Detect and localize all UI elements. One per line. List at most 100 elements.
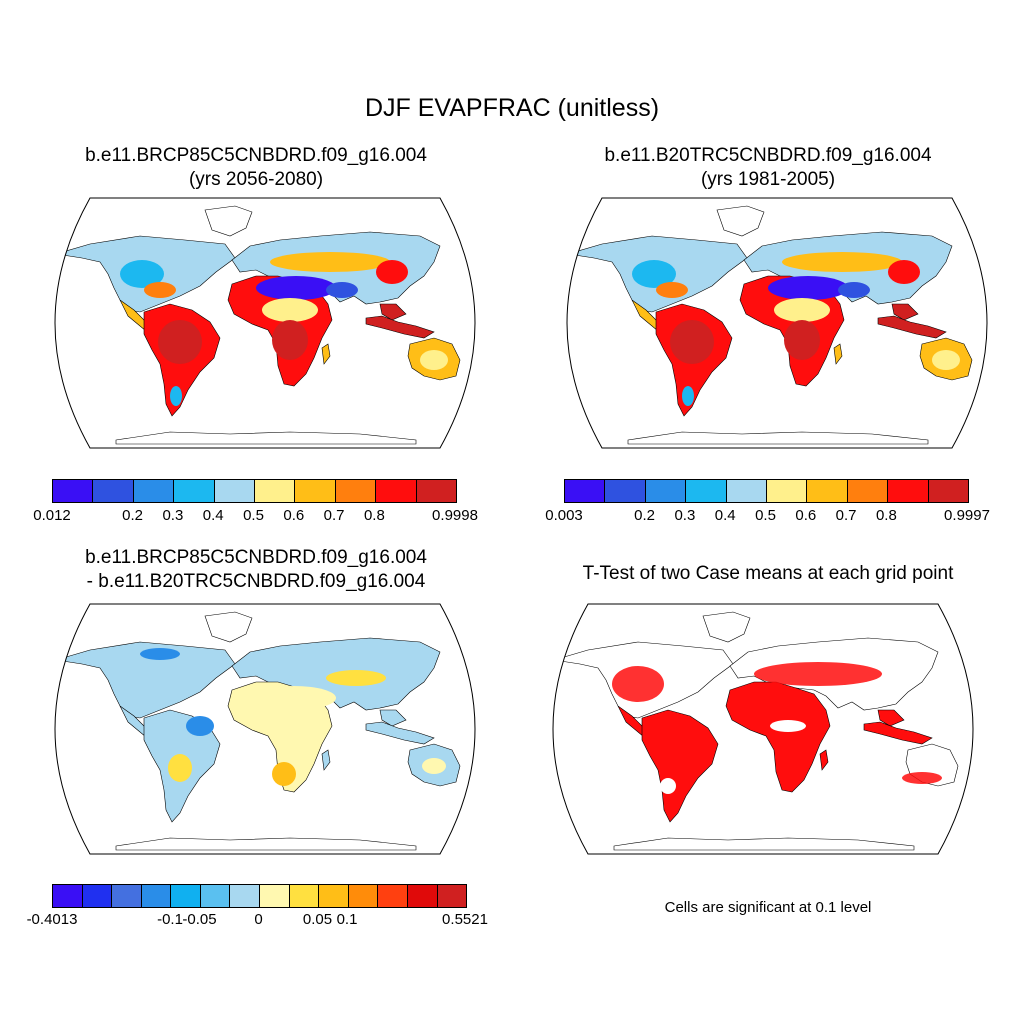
colorbar-swatch bbox=[407, 885, 438, 907]
colorbar-tick-label: 0.3 bbox=[162, 507, 184, 524]
panel-title-line1: b.e11.BRCP85C5CNBDRD.f09_g16.004 bbox=[85, 547, 427, 568]
continent-madagascar bbox=[321, 343, 331, 365]
panel-title-line2: (yrs 2056-2080) bbox=[188, 169, 324, 190]
colorbar-swatch bbox=[726, 480, 768, 502]
region-arabia bbox=[838, 282, 870, 298]
region-southeast-us bbox=[144, 282, 176, 298]
colorbar-tick-label: 0.8 bbox=[875, 507, 897, 524]
continent-northAmerica bbox=[55, 641, 236, 719]
figure-title: DJF EVAPFRAC (unitless) bbox=[364, 94, 660, 122]
colorbar-swatch bbox=[378, 885, 408, 907]
colorbar-swatch bbox=[319, 885, 349, 907]
colorbar-tick-label: 0.4 bbox=[714, 507, 736, 524]
colorbar-tick-label: 0.5 bbox=[755, 507, 776, 524]
colorbar-tick-label: 0.6 bbox=[283, 507, 305, 524]
colorbar-swatch bbox=[171, 885, 201, 907]
colorbar-swatch bbox=[174, 480, 215, 502]
colorbar-tick-label: 0.9998 bbox=[432, 507, 478, 524]
panel-title-line1: b.e11.BRCP85C5CNBDRD.f09_g16.004 bbox=[85, 145, 427, 166]
region-central-africa bbox=[272, 320, 308, 360]
continent-antarctica bbox=[115, 837, 417, 851]
region-amazon bbox=[158, 320, 202, 364]
colorbar-swatch bbox=[888, 480, 929, 502]
colorbar-swatch bbox=[335, 480, 377, 502]
region-sahara bbox=[768, 276, 848, 300]
colorbar-swatch bbox=[807, 480, 848, 502]
colorbar-swatch bbox=[686, 480, 727, 502]
panel-title-ttest: T-Test of two Case means at each grid po… bbox=[582, 563, 954, 584]
continent-sEAsia bbox=[891, 303, 919, 321]
region-central-africa bbox=[784, 320, 820, 360]
panel-title-case1: b.e11.BRCP85C5CNBDRD.f09_g16.004 (yrs 20… bbox=[0, 144, 512, 192]
continent-sEAsia bbox=[877, 709, 905, 727]
colorbar-tick-label: -0.05 bbox=[182, 911, 217, 928]
region-sahel bbox=[262, 298, 318, 322]
colorbar-tick-label: 0.2 bbox=[122, 507, 144, 524]
colorbar-tick-label: 0.1 bbox=[336, 911, 358, 928]
region-north-brazil bbox=[186, 716, 214, 736]
region-inner-australia bbox=[420, 350, 448, 370]
land-layer bbox=[55, 611, 461, 851]
colorbar-swatch bbox=[112, 885, 142, 907]
colorbar-tick-label: 0.012 bbox=[33, 507, 71, 524]
non-sig-africa bbox=[770, 720, 806, 732]
continent-indonesia bbox=[877, 315, 947, 339]
colorbar-swatch bbox=[133, 480, 175, 502]
map-difference bbox=[54, 603, 476, 855]
panel-title-line1: b.e11.B20TRC5CNBDRD.f09_g16.004 bbox=[604, 145, 932, 166]
colorbar-swatch bbox=[200, 885, 231, 907]
continent-greenland bbox=[716, 205, 765, 237]
region-central-asia bbox=[326, 670, 386, 686]
map-border bbox=[566, 197, 988, 449]
region-inner-australia bbox=[422, 758, 446, 774]
colorbar-swatch bbox=[82, 885, 113, 907]
colorbar-tick-label: 0.8 bbox=[363, 507, 385, 524]
colorbar-tick-label: -0.1 bbox=[157, 911, 183, 928]
colorbar-tick-label: 0.6 bbox=[795, 507, 817, 524]
region-north-america-interior bbox=[632, 260, 676, 288]
colorbar-tick-label: 0.7 bbox=[323, 507, 345, 524]
region-east-asia bbox=[376, 260, 408, 284]
continent-antarctica bbox=[115, 431, 417, 445]
sig-eurasia bbox=[754, 662, 882, 686]
land-layer bbox=[567, 205, 973, 445]
map-border bbox=[54, 603, 476, 855]
colorbar-swatch bbox=[847, 480, 889, 502]
map-case1 bbox=[54, 197, 476, 449]
panel-title-difference: b.e11.BRCP85C5CNBDRD.f09_g16.004 - b.e11… bbox=[0, 546, 512, 594]
colorbar-tick-label: 0.3 bbox=[674, 507, 696, 524]
colorbar-tick-label: 0.5 bbox=[243, 507, 264, 524]
colorbar-swatch bbox=[645, 480, 687, 502]
sig-north-america bbox=[612, 666, 664, 702]
colorbar-tick-label: 0.2 bbox=[634, 507, 656, 524]
colorbar-swatch bbox=[437, 885, 467, 907]
continent-indonesia bbox=[365, 315, 435, 339]
continent-southAmerica bbox=[641, 709, 719, 823]
continent-madagascar bbox=[321, 749, 331, 771]
colorbar-tick-label: 0.003 bbox=[545, 507, 583, 524]
land-layer bbox=[553, 611, 959, 851]
colorbar-swatch bbox=[928, 480, 969, 502]
continent-indonesia bbox=[863, 721, 933, 745]
colorbar-tick-label: 0.5521 bbox=[442, 911, 488, 928]
colorbar-tick-label: -0.4013 bbox=[26, 911, 78, 928]
colorbar-difference bbox=[52, 884, 467, 908]
continent-greenland bbox=[702, 611, 751, 643]
region-patagonia bbox=[682, 386, 694, 406]
continent-antarctica bbox=[613, 837, 915, 851]
colorbar-swatch bbox=[289, 885, 320, 907]
continent-madagascar bbox=[819, 749, 829, 771]
colorbar-swatch bbox=[348, 885, 379, 907]
region-sahara bbox=[252, 686, 336, 710]
colorbar-tick-label: 0.7 bbox=[835, 507, 857, 524]
significance-note: Cells are significant at 0.1 level bbox=[664, 899, 872, 916]
region-eurasia-band bbox=[782, 252, 902, 272]
continent-greenland bbox=[204, 205, 253, 237]
colorbar-swatch bbox=[767, 480, 808, 502]
colorbar-swatch bbox=[605, 480, 646, 502]
region-sahara bbox=[256, 276, 336, 300]
colorbar-swatch bbox=[141, 885, 172, 907]
colorbar-swatch bbox=[230, 885, 261, 907]
colorbar-swatch bbox=[93, 480, 134, 502]
region-canada bbox=[140, 648, 180, 660]
